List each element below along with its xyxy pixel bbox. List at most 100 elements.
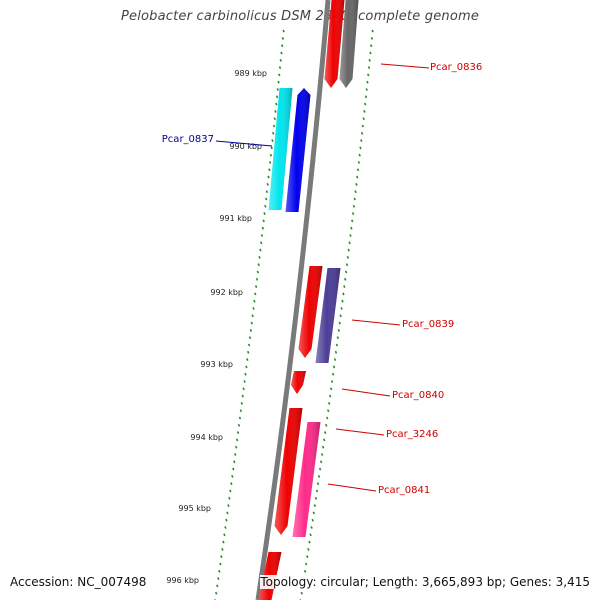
tick-mark [371, 29, 374, 33]
tick-mark [273, 117, 277, 121]
scale-label: 993 kbp [200, 360, 233, 369]
tick-mark [343, 277, 347, 281]
tick-mark [265, 190, 269, 194]
tick-mark [246, 350, 250, 354]
tick-mark [309, 533, 312, 537]
gene-label-leader [215, 140, 273, 147]
tick-mark [223, 533, 226, 537]
scale-label: 992 kbp [210, 288, 243, 297]
tick-mark [262, 219, 265, 223]
tick-mark [230, 482, 233, 486]
gene-arrow-shading [292, 422, 321, 537]
tick-mark [356, 175, 359, 179]
tick-mark [238, 416, 242, 420]
tick-mark [330, 380, 334, 383]
tick-mark [281, 36, 285, 40]
tick-mark [307, 547, 310, 551]
tick-mark [370, 36, 374, 40]
scale-label: 989 kbp [234, 69, 267, 78]
tick-mark [275, 95, 279, 99]
tick-mark [246, 358, 249, 362]
tick-mark [277, 80, 280, 84]
tick-mark [274, 109, 277, 113]
tick-mark [250, 321, 253, 325]
tick-mark [252, 307, 255, 310]
tick-mark [229, 489, 232, 493]
tick-mark [227, 504, 230, 508]
tick-mark [271, 139, 274, 143]
right-tick-track [299, 29, 374, 600]
gene-label-leader [335, 428, 385, 436]
tick-mark [258, 255, 261, 259]
left-tick-track [213, 29, 285, 600]
gene-label[interactable]: Pcar_0840 [392, 390, 444, 401]
tick-mark [318, 467, 322, 471]
tick-mark [308, 540, 311, 544]
tick-mark [341, 299, 344, 303]
tick-mark [278, 66, 282, 70]
tick-mark [324, 423, 328, 427]
tick-mark [347, 248, 350, 252]
tick-mark [220, 555, 223, 559]
tick-mark [325, 416, 329, 420]
tick-mark [367, 66, 371, 70]
tick-mark [364, 95, 368, 99]
tick-mark [222, 540, 225, 544]
tick-mark [315, 489, 319, 493]
gene-labels: Pcar_0836 Pcar_0837 Pcar_0839 Pcar_0840 Pcar… [162, 62, 482, 496]
gene-label[interactable]: Pcar_3246 [386, 429, 438, 440]
tick-mark [351, 212, 355, 216]
tick-mark [356, 168, 360, 172]
tick-mark [259, 241, 263, 245]
genome-stats-label: Topology: circular; Length: 3,665,893 bp… [260, 575, 590, 589]
tick-mark [326, 409, 330, 413]
tick-mark [333, 358, 337, 362]
tick-mark [328, 394, 332, 398]
tick-mark [248, 336, 252, 340]
tick-mark [263, 212, 266, 216]
tick-mark [280, 51, 283, 55]
gene-label[interactable]: Pcar_0839 [402, 319, 454, 330]
tick-mark [353, 197, 356, 201]
tick-mark [259, 248, 262, 252]
tick-mark [363, 102, 367, 106]
tick-mark [241, 394, 244, 398]
tick-mark [306, 555, 309, 559]
gene-features [258, 0, 359, 600]
gene-arrow-shading [268, 88, 293, 210]
gene-label[interactable]: Pcar_0836 [430, 62, 482, 73]
gene-arrow-shading [291, 371, 306, 394]
scale-label: 996 kbp [166, 576, 199, 585]
tick-mark [342, 292, 345, 296]
tick-mark [355, 182, 358, 186]
genome-backbone [255, 0, 331, 600]
tick-mark [254, 285, 258, 289]
tick-mark [228, 496, 231, 500]
tick-mark [233, 460, 236, 464]
gene-arrow-shading [285, 88, 311, 212]
tick-mark [322, 438, 326, 442]
tick-mark [300, 591, 303, 595]
gene-label[interactable]: Pcar_0841 [378, 485, 430, 496]
tick-mark [225, 518, 228, 522]
scale-label: 994 kbp [190, 433, 223, 442]
tick-mark [214, 591, 218, 595]
tick-mark [282, 29, 285, 33]
tick-mark [278, 73, 281, 77]
tick-mark [266, 182, 269, 186]
tick-mark [272, 124, 276, 128]
tick-mark [245, 365, 248, 369]
scale-label: 990 kbp [229, 142, 262, 151]
tick-mark [331, 372, 335, 376]
gene-label-leader [380, 63, 430, 69]
tick-mark [257, 263, 260, 267]
tick-mark [234, 445, 238, 449]
tick-mark [280, 44, 284, 48]
tick-mark [350, 219, 354, 223]
tick-mark [219, 562, 222, 566]
tick-mark [319, 460, 323, 464]
tick-mark [268, 161, 272, 164]
tick-mark [226, 511, 229, 515]
tick-mark [221, 547, 224, 551]
gene-label[interactable]: Pcar_0837 [162, 134, 214, 145]
